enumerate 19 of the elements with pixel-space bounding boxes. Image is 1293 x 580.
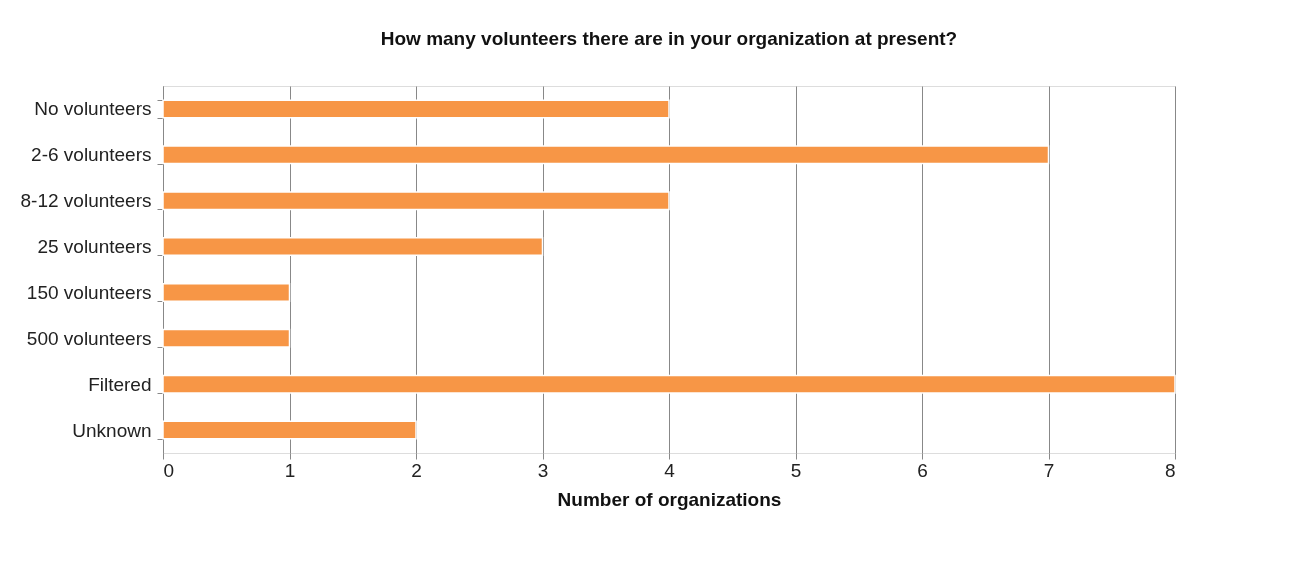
y-tick-label: 150 volunteers [26,281,152,303]
y-tick-label: 2-6 volunteers [31,144,152,166]
y-tick-label: 25 volunteers [37,236,152,258]
x-tick-label: 8 [1164,459,1176,481]
x-tick-label: 4 [664,459,676,481]
x-tick-label: 7 [1043,459,1055,481]
x-tick-label: 0 [163,459,175,481]
x-tick-label: 3 [537,459,549,481]
chart-title: How many volunteers there are in your organization at present? [380,28,958,49]
x-axis-title: Number of organizations [557,488,782,510]
y-tick-label: No volunteers [34,98,152,120]
x-tick-label: 2 [411,459,422,481]
y-tick-label: 8-12 volunteers [20,190,152,212]
x-tick-label: 5 [790,459,802,481]
y-tick-label: 500 volunteers [26,327,152,349]
y-tick-label: Filtered [88,373,152,395]
x-tick-label: 1 [284,459,296,481]
x-tick-label: 6 [917,459,928,481]
y-tick-label: Unknown [72,419,152,441]
